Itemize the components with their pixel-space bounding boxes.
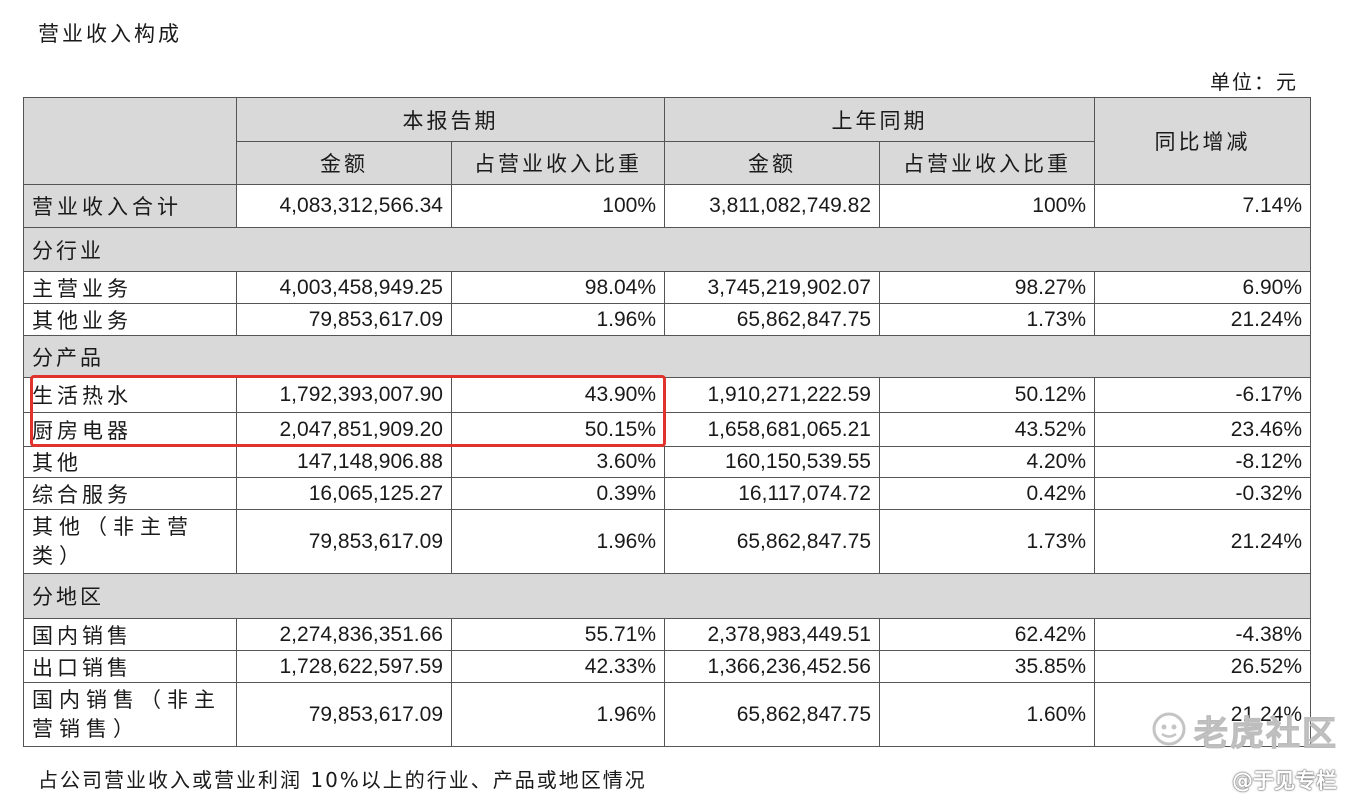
row-label: 其他（非主营类）	[23, 509, 237, 574]
header-current-period: 本报告期	[236, 97, 665, 142]
section-header-product: 分产品	[23, 335, 1311, 378]
header-cur-amount: 金额	[236, 141, 452, 185]
cur-amount-cell: 79,853,617.09	[236, 509, 452, 574]
cur-amount-cell: 2,274,836,351.66	[236, 618, 452, 651]
cur-share-cell: 1.96%	[451, 303, 665, 336]
row-label: 营业收入合计	[23, 184, 237, 228]
section-title: 分产品	[23, 335, 1311, 378]
prior-amount-cell: 160,150,539.55	[664, 446, 880, 478]
yoy-cell: 6.90%	[1094, 271, 1311, 304]
cur-amount-cell: 79,853,617.09	[236, 303, 452, 336]
table-row: 厨房电器 2,047,851,909.20 50.15% 1,658,681,0…	[23, 412, 1311, 447]
table-row: 主营业务 4,003,458,949.25 98.04% 3,745,219,9…	[23, 271, 1311, 304]
prior-amount-cell: 65,862,847.75	[664, 303, 880, 336]
tiger-logo-icon	[1152, 712, 1186, 746]
header-blank	[23, 97, 237, 185]
unit-label: 单位：元	[1210, 70, 1298, 94]
cur-share-cell: 1.96%	[451, 682, 665, 747]
yoy-cell: -0.32%	[1094, 477, 1311, 510]
yoy-cell: -8.12%	[1094, 446, 1311, 478]
prior-amount-cell: 1,658,681,065.21	[664, 412, 880, 447]
header-prior-amount: 金额	[664, 141, 880, 185]
table-row: 综合服务 16,065,125.27 0.39% 16,117,074.72 0…	[23, 477, 1311, 510]
prior-share-cell: 50.12%	[879, 377, 1095, 413]
prior-amount-cell: 2,378,983,449.51	[664, 618, 880, 651]
prior-share-cell: 4.20%	[879, 446, 1095, 478]
cur-amount-cell: 1,728,622,597.59	[236, 650, 452, 683]
prior-share-cell: 100%	[879, 184, 1095, 228]
cur-amount-cell: 16,065,125.27	[236, 477, 452, 510]
table-row: 国内销售（非主营销售） 79,853,617.09 1.96% 65,862,8…	[23, 682, 1311, 747]
cur-share-cell: 1.96%	[451, 509, 665, 574]
row-label: 综合服务	[23, 477, 237, 510]
cur-share-cell: 55.71%	[451, 618, 665, 651]
prior-amount-cell: 3,745,219,902.07	[664, 271, 880, 304]
cur-amount-cell: 2,047,851,909.20	[236, 412, 452, 447]
yoy-cell: -6.17%	[1094, 377, 1311, 413]
prior-share-cell: 62.42%	[879, 618, 1095, 651]
cur-share-cell: 100%	[451, 184, 665, 228]
page-title: 营业收入构成	[38, 22, 182, 46]
prior-share-cell: 98.27%	[879, 271, 1095, 304]
revenue-composition-table: 本报告期 上年同期 同比增减 金额 占营业收入比重 金额 占营业收入比重 营业收…	[23, 97, 1311, 747]
table-row-total: 营业收入合计 4,083,312,566.34 100% 3,811,082,7…	[23, 184, 1311, 228]
header-prior-period: 上年同期	[664, 97, 1095, 142]
section-header-region: 分地区	[23, 573, 1311, 619]
cur-share-cell: 50.15%	[451, 412, 665, 447]
yoy-cell: 23.46%	[1094, 412, 1311, 447]
table-row: 国内销售 2,274,836,351.66 55.71% 2,378,983,4…	[23, 618, 1311, 651]
watermark-credit: @于见专栏	[1232, 769, 1337, 793]
prior-share-cell: 1.73%	[879, 303, 1095, 336]
prior-share-cell: 0.42%	[879, 477, 1095, 510]
yoy-cell: 21.24%	[1094, 682, 1311, 747]
row-label: 厨房电器	[23, 412, 237, 447]
prior-amount-cell: 65,862,847.75	[664, 682, 880, 747]
table-row: 生活热水 1,792,393,007.90 43.90% 1,910,271,2…	[23, 377, 1311, 413]
prior-amount-cell: 65,862,847.75	[664, 509, 880, 574]
prior-share-cell: 35.85%	[879, 650, 1095, 683]
table-row: 其他（非主营类） 79,853,617.09 1.96% 65,862,847.…	[23, 509, 1311, 574]
row-label: 国内销售	[23, 618, 237, 651]
header-cur-share: 占营业收入比重	[451, 141, 665, 185]
cur-amount-cell: 1,792,393,007.90	[236, 377, 452, 413]
row-label: 其他	[23, 446, 237, 478]
prior-share-cell: 43.52%	[879, 412, 1095, 447]
section-title: 分地区	[23, 573, 1311, 619]
table-row: 其他 147,148,906.88 3.60% 160,150,539.55 4…	[23, 446, 1311, 478]
footer-note: 占公司营业收入或营业利润 10%以上的行业、产品或地区情况	[38, 768, 647, 792]
prior-share-cell: 1.73%	[879, 509, 1095, 574]
row-label: 主营业务	[23, 271, 237, 304]
header-prior-share: 占营业收入比重	[879, 141, 1095, 185]
yoy-cell: 21.24%	[1094, 303, 1311, 336]
row-label: 国内销售（非主营销售）	[23, 682, 237, 747]
table-row: 出口销售 1,728,622,597.59 42.33% 1,366,236,4…	[23, 650, 1311, 683]
yoy-cell: -4.38%	[1094, 618, 1311, 651]
cur-amount-cell: 79,853,617.09	[236, 682, 452, 747]
prior-share-cell: 1.60%	[879, 682, 1095, 747]
cur-share-cell: 43.90%	[451, 377, 665, 413]
cur-amount-cell: 4,083,312,566.34	[236, 184, 452, 228]
cur-share-cell: 0.39%	[451, 477, 665, 510]
yoy-cell: 21.24%	[1094, 509, 1311, 574]
prior-amount-cell: 1,366,236,452.56	[664, 650, 880, 683]
section-header-industry: 分行业	[23, 227, 1311, 272]
section-title: 分行业	[23, 227, 1311, 272]
row-label: 生活热水	[23, 377, 237, 413]
prior-amount-cell: 16,117,074.72	[664, 477, 880, 510]
cur-share-cell: 42.33%	[451, 650, 665, 683]
cur-share-cell: 3.60%	[451, 446, 665, 478]
cur-amount-cell: 4,003,458,949.25	[236, 271, 452, 304]
prior-amount-cell: 3,811,082,749.82	[664, 184, 880, 228]
table-row: 其他业务 79,853,617.09 1.96% 65,862,847.75 1…	[23, 303, 1311, 336]
row-label: 其他业务	[23, 303, 237, 336]
watermark-brand: 老虎社区	[1194, 714, 1338, 755]
yoy-cell: 7.14%	[1094, 184, 1311, 228]
header-yoy: 同比增减	[1094, 97, 1311, 185]
cur-amount-cell: 147,148,906.88	[236, 446, 452, 478]
yoy-cell: 26.52%	[1094, 650, 1311, 683]
cur-share-cell: 98.04%	[451, 271, 665, 304]
prior-amount-cell: 1,910,271,222.59	[664, 377, 880, 413]
row-label: 出口销售	[23, 650, 237, 683]
